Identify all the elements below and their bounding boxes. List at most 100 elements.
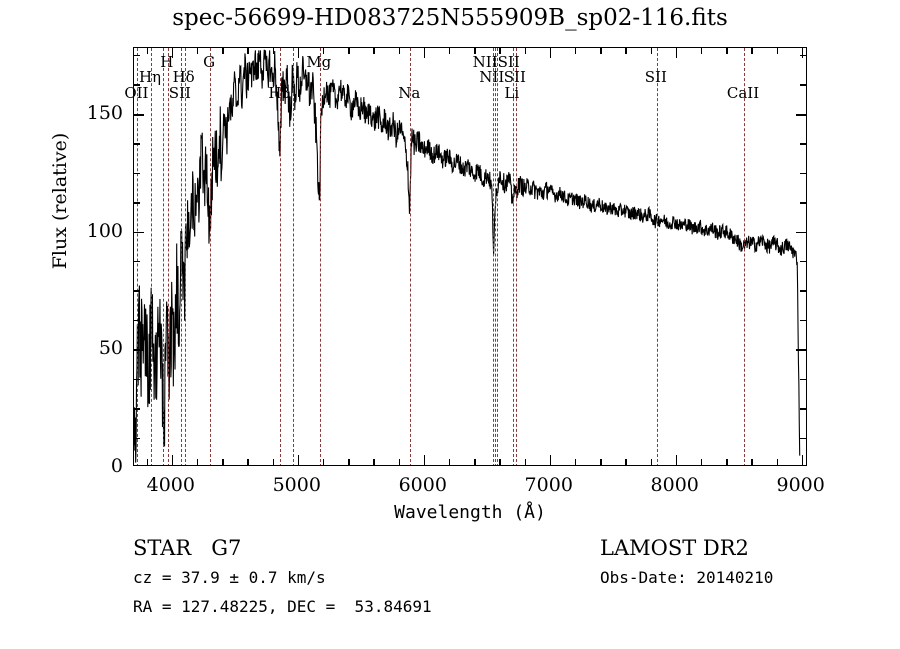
x-minor-tick: [348, 48, 350, 54]
y-minor-tick: [134, 319, 140, 322]
x-major-tick: [801, 48, 804, 58]
line-marker-sii-far: [656, 48, 658, 465]
line-label-sii-far: SII: [644, 68, 667, 86]
x-minor-tick: [751, 459, 753, 465]
y-tick-label: 50: [98, 337, 123, 360]
survey-line: LAMOST DR2: [600, 536, 749, 560]
line-marker-h-alpha: [494, 48, 496, 465]
redshift-line: cz = 37.9 ± 0.7 km/s: [133, 568, 326, 587]
x-minor-tick: [348, 459, 350, 465]
x-minor-tick: [524, 459, 526, 465]
line-marker-g: [210, 48, 212, 465]
line-label-li: Li: [504, 84, 520, 102]
y-minor-tick: [800, 290, 806, 292]
x-major-tick: [423, 48, 426, 58]
obs-date-line: Obs-Date: 20140210: [600, 568, 774, 587]
line-label-oii: OII: [124, 84, 149, 102]
x-minor-tick: [625, 48, 627, 54]
y-axis-title: Flux (relative): [49, 132, 71, 270]
line-marker-sii-red: [515, 48, 517, 465]
line-marker-oiii: [292, 48, 294, 465]
x-major-tick: [549, 48, 552, 58]
y-minor-tick: [800, 55, 806, 57]
coordinates-line: RA = 127.48225, DEC = 53.84691: [133, 597, 432, 616]
y-major-tick: [796, 113, 806, 116]
y-minor-tick: [134, 172, 140, 175]
info-block-left: STAR G7 cz = 37.9 ± 0.7 km/s RA = 127.48…: [133, 533, 563, 621]
x-minor-tick: [474, 48, 476, 54]
line-marker-h-beta: [280, 48, 282, 465]
x-minor-tick: [574, 459, 577, 465]
x-axis-title: Wavelength (Å): [394, 502, 546, 523]
x-minor-tick: [726, 459, 728, 465]
line-marker-mg: [319, 48, 321, 465]
line-marker-nii: [492, 48, 494, 465]
y-minor-tick: [800, 408, 806, 410]
y-minor-tick: [800, 437, 806, 439]
y-minor-tick: [134, 84, 140, 86]
x-minor-tick: [448, 48, 451, 54]
y-minor-tick: [800, 202, 806, 204]
y-major-tick: [796, 349, 806, 351]
y-minor-tick: [800, 172, 806, 175]
y-minor-tick: [800, 84, 806, 86]
y-minor-tick: [800, 143, 806, 145]
line-marker-niisii: [497, 48, 499, 465]
x-tick-label: 5000: [272, 474, 321, 496]
x-minor-tick: [751, 48, 753, 54]
x-major-tick: [423, 455, 426, 465]
x-minor-tick: [776, 48, 778, 54]
x-minor-tick: [398, 459, 400, 465]
x-major-tick: [297, 455, 300, 465]
x-minor-tick: [373, 459, 375, 465]
x-tick-label: 8000: [650, 474, 699, 496]
x-minor-tick: [196, 459, 199, 465]
y-major-tick: [134, 349, 144, 351]
line-marker-h-eta: [151, 48, 152, 465]
x-minor-tick: [625, 459, 627, 465]
x-minor-tick: [272, 459, 274, 465]
x-minor-tick: [700, 459, 703, 465]
x-tick-label: 9000: [776, 474, 825, 496]
x-minor-tick: [650, 459, 652, 465]
line-label-h: H: [160, 53, 174, 71]
line-label-caii: CaII: [726, 84, 760, 102]
line-marker-caii-k: [163, 48, 165, 465]
x-minor-tick: [574, 48, 577, 54]
y-minor-tick: [800, 319, 806, 322]
y-major-tick: [134, 113, 144, 116]
y-tick-label: 150: [86, 101, 123, 124]
x-major-tick: [171, 48, 174, 58]
star-class-line: STAR G7: [133, 536, 242, 560]
line-label-nii: NII: [479, 68, 505, 86]
x-minor-tick: [776, 459, 778, 465]
x-minor-tick: [322, 48, 325, 54]
x-tick-label: 6000: [398, 474, 447, 496]
x-minor-tick: [700, 48, 703, 54]
line-marker-h-delta: [184, 48, 186, 465]
y-minor-tick: [134, 437, 140, 439]
y-minor-tick: [134, 202, 140, 204]
line-label-g: G: [203, 53, 216, 71]
x-minor-tick: [146, 459, 148, 465]
y-tick-label: 0: [110, 455, 123, 477]
y-major-tick: [796, 231, 806, 234]
line-marker-sii: [180, 48, 182, 465]
line-label-niisii: NIISII: [472, 53, 520, 71]
x-minor-tick: [524, 48, 526, 54]
x-minor-tick: [448, 459, 451, 465]
x-minor-tick: [373, 48, 375, 54]
x-tick-label: 4000: [146, 474, 195, 496]
x-major-tick: [801, 455, 804, 465]
line-marker-li: [512, 48, 514, 465]
x-minor-tick: [222, 459, 224, 465]
y-minor-tick: [134, 290, 140, 292]
line-label-sii: SII: [168, 84, 191, 102]
x-minor-tick: [247, 459, 249, 465]
x-minor-tick: [247, 48, 249, 54]
x-minor-tick: [272, 48, 274, 54]
y-minor-tick: [800, 378, 806, 381]
line-marker-caii: [744, 48, 745, 465]
x-minor-tick: [322, 459, 325, 465]
